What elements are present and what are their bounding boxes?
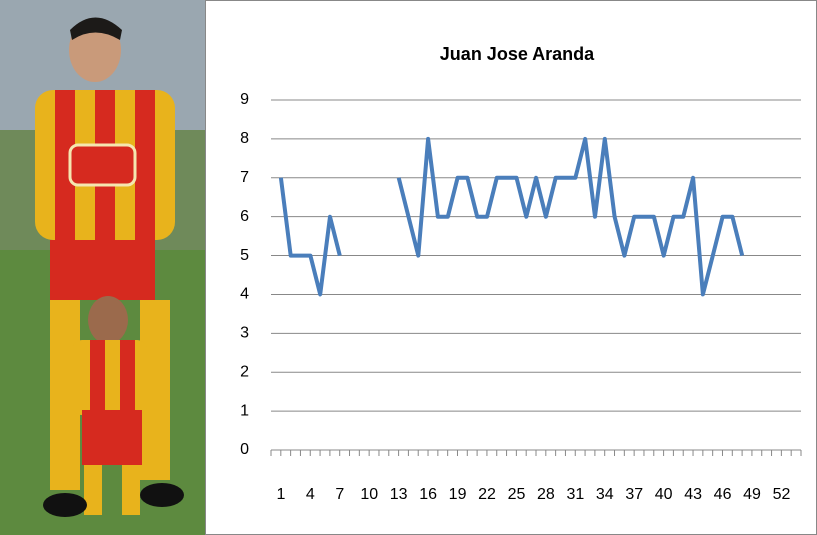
- x-tick-label: 10: [360, 486, 378, 503]
- y-tick-label: 4: [240, 286, 249, 303]
- x-tick-label: 52: [773, 486, 791, 503]
- x-tick-label: 25: [508, 486, 526, 503]
- x-tick-label: 1: [276, 486, 285, 503]
- shorts: [50, 240, 155, 300]
- x-tick-label: 22: [478, 486, 496, 503]
- series-line: [278, 136, 745, 297]
- child-leg: [122, 465, 140, 515]
- child-jersey: [72, 340, 147, 415]
- x-tick-label: 34: [596, 486, 614, 503]
- y-tick-label: 2: [240, 363, 249, 380]
- x-tick-label: 31: [566, 486, 584, 503]
- x-tick-label: 4: [306, 486, 315, 503]
- x-tick-label: 40: [655, 486, 673, 503]
- x-tick-label: 13: [390, 486, 408, 503]
- child-head: [88, 296, 128, 344]
- photo: [0, 0, 205, 535]
- x-tick-label: 19: [449, 486, 467, 503]
- boot: [140, 483, 184, 507]
- y-tick-label: 8: [240, 130, 249, 147]
- stripe: [120, 340, 135, 415]
- child-shorts: [82, 410, 142, 465]
- y-tick-label: 0: [240, 441, 249, 458]
- x-tick-label: 37: [625, 486, 643, 503]
- hair: [70, 17, 122, 40]
- chart-frame: [205, 0, 817, 535]
- x-tick-label: 46: [714, 486, 732, 503]
- y-tick-label: 1: [240, 402, 249, 419]
- x-tick-label: 16: [419, 486, 437, 503]
- y-tick-label: 9: [240, 91, 249, 108]
- x-tick-label: 28: [537, 486, 555, 503]
- x-tick-label: 7: [335, 486, 344, 503]
- child-leg: [84, 465, 102, 515]
- x-tick-label: 43: [684, 486, 702, 503]
- boot: [43, 493, 87, 517]
- stripe: [55, 90, 75, 240]
- chart-title: Juan Jose Aranda: [440, 44, 595, 64]
- y-tick-label: 6: [240, 208, 249, 225]
- stripe: [135, 90, 155, 240]
- y-tick-label: 7: [240, 169, 249, 186]
- y-tick-label: 3: [240, 325, 249, 342]
- sponsor: [68, 143, 137, 187]
- stripe: [90, 340, 105, 415]
- y-tick-label: 5: [240, 247, 249, 264]
- x-tick-label: 49: [743, 486, 761, 503]
